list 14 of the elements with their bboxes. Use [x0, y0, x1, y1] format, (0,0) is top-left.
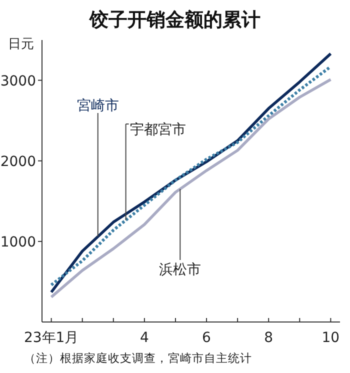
x-tick-label: 6 — [202, 330, 212, 346]
y-tick-label: 3000 — [0, 73, 36, 90]
text: 宇都宮市 — [130, 122, 186, 138]
y-axis-title: 日元 — [8, 37, 34, 52]
x-tick-label: 4 — [140, 330, 149, 346]
x-tick-label: 8 — [264, 330, 274, 346]
y-tick-label: 1000 — [0, 234, 36, 250]
text: （注）根据家庭收支调查，宮崎市自主统计 — [24, 351, 252, 365]
x-tick-label: 10 — [322, 330, 340, 346]
y-tick-label: 2000 — [0, 154, 36, 170]
x-tick-label: 23年1月 — [24, 330, 79, 346]
chart-title: 饺子开销金额的累计 — [88, 9, 260, 31]
text: 浜松市 — [159, 262, 202, 278]
text: 宮崎市 — [76, 98, 119, 114]
